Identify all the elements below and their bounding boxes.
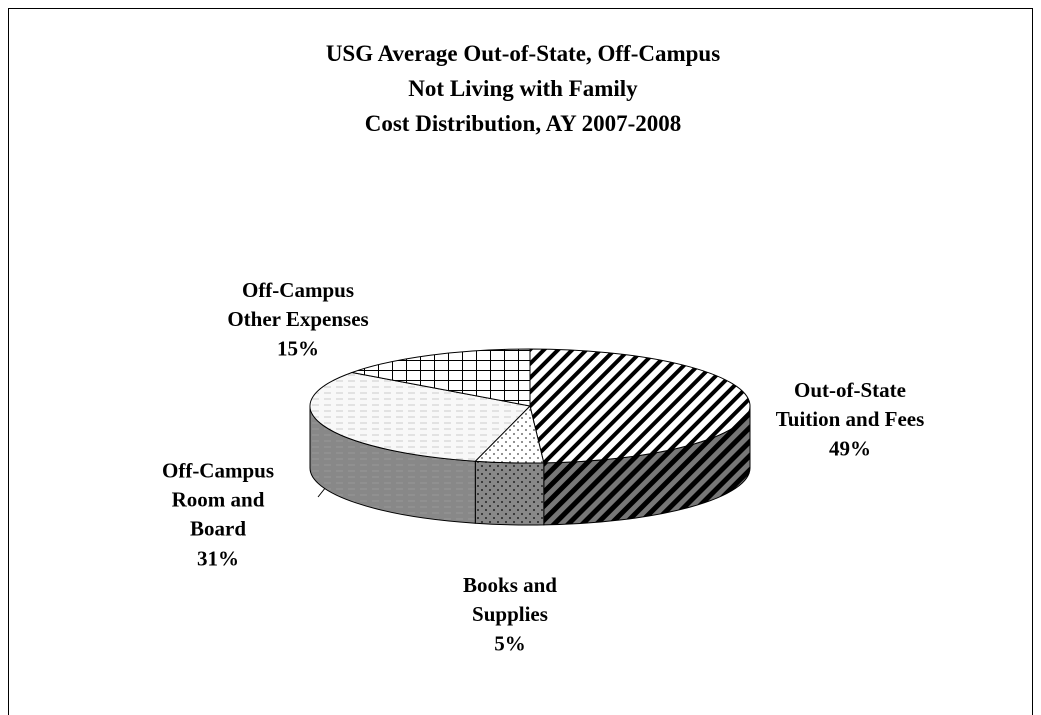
- slice-label: Off-Campus Room and Board: [161, 458, 275, 541]
- frame: [8, 8, 1033, 715]
- slice-value-label: 5%: [494, 631, 526, 656]
- slice-label: Off-Campus Other Expenses: [227, 278, 369, 331]
- slice-label: Out-of-State Tuition and Fees: [775, 378, 925, 431]
- slice-value-label: 31%: [197, 546, 239, 570]
- slice: [309, 371, 532, 462]
- slice: [350, 348, 531, 407]
- chart-title: USG Average Out-of-State, Off-Campus Not…: [325, 41, 721, 136]
- slice: [529, 348, 751, 464]
- slice-value-label: 15%: [277, 336, 319, 361]
- slice-value-label: 49%: [829, 436, 871, 461]
- slice-side: [474, 460, 545, 526]
- slice-label: Books and Supplies: [463, 573, 557, 626]
